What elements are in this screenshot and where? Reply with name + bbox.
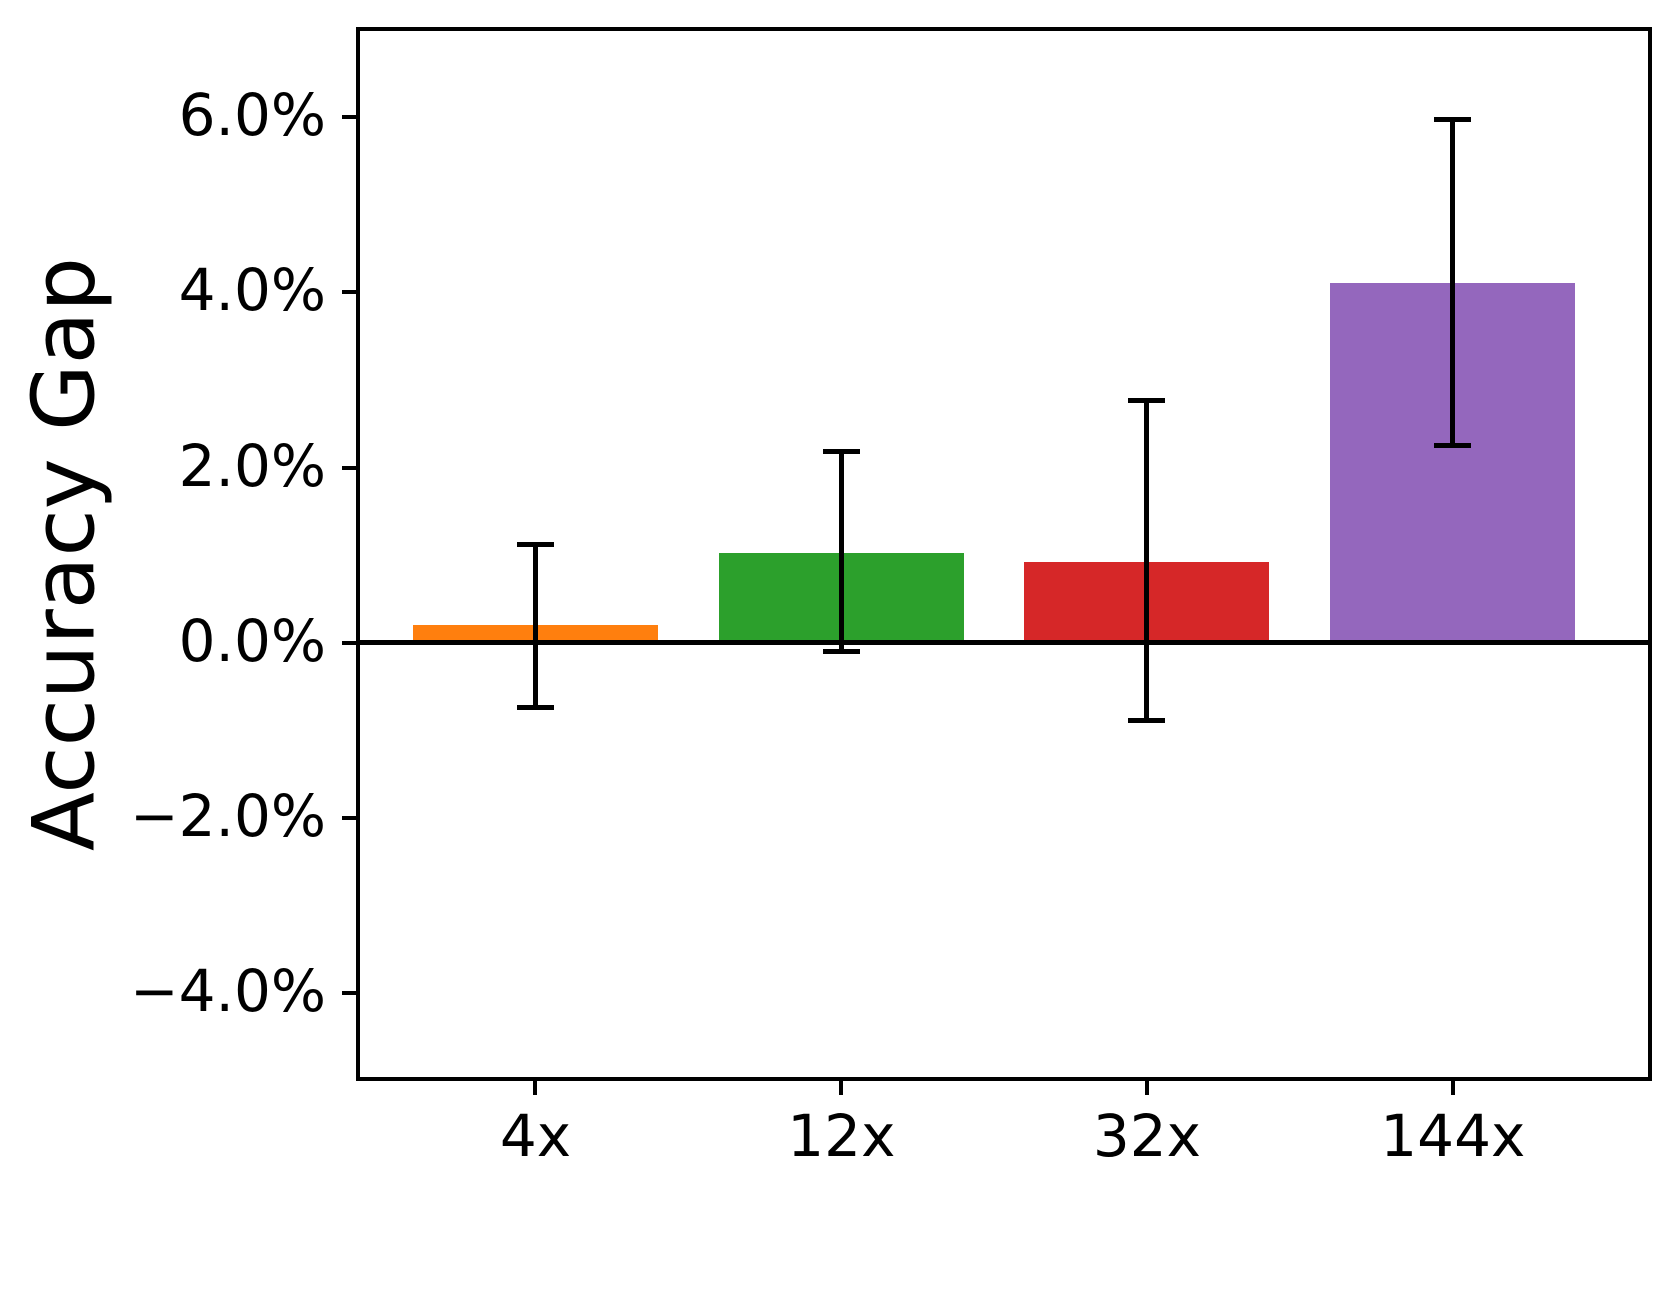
y-tick-mark	[342, 115, 356, 120]
error-bar-cap-bottom-32x	[1128, 718, 1166, 724]
right-spine	[1648, 27, 1652, 1081]
error-bar-cap-bottom-4x	[516, 705, 554, 711]
y-tick-mark	[342, 465, 356, 470]
y-axis-label: Accuracy Gap	[14, 257, 115, 851]
y-tick-label: 6.0%	[178, 81, 326, 150]
plot-area: 6.0% 4.0% 2.0% 0.0% −2.0% −4.0% 4x 12x 32x 144x	[130, 27, 1652, 1168]
x-tick-label-144x: 144x	[1380, 1102, 1526, 1170]
y-tick-mark	[342, 640, 356, 645]
error-bar-cap-top-12x	[822, 449, 860, 455]
error-bar-12x	[838, 451, 844, 652]
error-bar-32x	[1144, 400, 1150, 721]
bottom-spine	[356, 1077, 1652, 1081]
top-spine	[356, 27, 1652, 31]
error-bar-cap-bottom-144x	[1434, 443, 1472, 449]
y-tick-mark	[342, 290, 356, 295]
x-tick-label-4x: 4x	[499, 1102, 572, 1170]
zero-baseline	[356, 640, 1652, 646]
y-tick-mark	[342, 991, 356, 996]
left-spine	[356, 27, 360, 1081]
x-tick-mark	[1450, 1081, 1455, 1095]
x-tick-mark	[1144, 1081, 1149, 1095]
y-tick-label: −4.0%	[130, 957, 326, 1026]
x-tick-mark	[533, 1081, 538, 1095]
y-tick-mark	[342, 816, 356, 821]
error-bar-144x	[1450, 119, 1456, 446]
y-tick-label: −2.0%	[130, 781, 326, 850]
error-bar-cap-top-32x	[1128, 397, 1166, 403]
y-tick-label: 0.0%	[178, 606, 326, 675]
error-bar-cap-bottom-12x	[822, 649, 860, 655]
x-tick-label-32x: 32x	[1092, 1102, 1202, 1170]
y-tick-label: 4.0%	[178, 256, 326, 325]
error-bar-cap-top-144x	[1434, 117, 1472, 123]
error-bar-4x	[532, 544, 538, 708]
x-tick-mark	[839, 1081, 844, 1095]
error-bar-cap-top-4x	[516, 542, 554, 548]
x-tick-label-12x: 12x	[787, 1102, 896, 1170]
y-tick-label: 2.0%	[178, 431, 326, 500]
